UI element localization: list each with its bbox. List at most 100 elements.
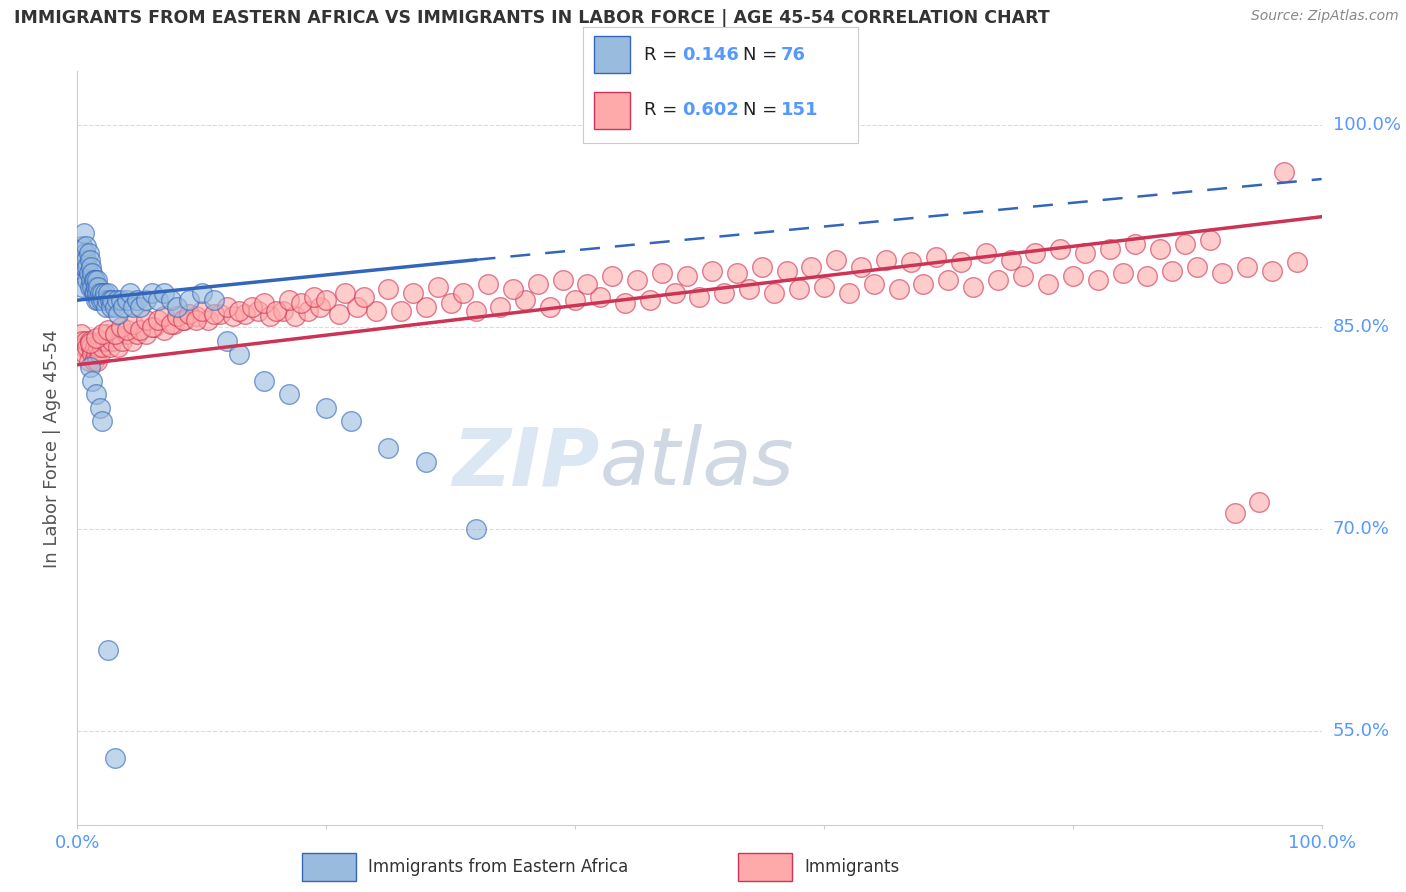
Point	[107, 307, 129, 321]
Point	[664, 286, 686, 301]
Point	[115, 323, 138, 337]
Point	[73, 347, 96, 361]
Point	[76, 340, 98, 354]
Point	[101, 293, 124, 308]
Point	[93, 334, 115, 348]
Point	[82, 266, 104, 280]
Point	[72, 252, 94, 267]
Point	[104, 326, 127, 341]
Point	[104, 326, 127, 341]
Point	[73, 246, 96, 260]
Point	[515, 293, 537, 308]
Point	[1024, 246, 1046, 260]
Point	[340, 414, 363, 428]
Point	[1285, 255, 1308, 269]
Point	[290, 296, 312, 310]
Point	[900, 255, 922, 269]
Point	[440, 296, 463, 310]
Point	[101, 334, 124, 348]
Point	[551, 273, 574, 287]
Point	[464, 304, 486, 318]
Point	[125, 293, 148, 308]
Text: 76: 76	[780, 45, 806, 63]
Point	[353, 291, 375, 305]
Point	[277, 387, 299, 401]
Point	[1136, 268, 1159, 283]
Point	[1174, 236, 1197, 251]
Point	[1249, 495, 1271, 509]
Point	[86, 353, 108, 368]
Point	[112, 300, 135, 314]
Point	[153, 310, 176, 324]
Point	[464, 522, 486, 536]
Point	[800, 260, 823, 274]
Point	[191, 304, 214, 318]
Point	[75, 239, 97, 253]
Point	[110, 293, 132, 308]
Point	[333, 286, 356, 301]
Point	[838, 286, 860, 301]
Point	[163, 318, 186, 332]
Point	[564, 293, 586, 308]
Text: 151: 151	[780, 102, 818, 120]
Point	[118, 286, 141, 301]
Point	[700, 263, 723, 277]
Point	[1211, 266, 1233, 280]
Point	[364, 304, 387, 318]
Point	[79, 252, 101, 267]
Point	[80, 340, 103, 354]
Point	[110, 320, 132, 334]
Point	[166, 310, 188, 324]
Point	[215, 300, 238, 314]
Point	[602, 268, 624, 283]
Point	[72, 279, 94, 293]
Point	[172, 313, 194, 327]
Point	[1198, 233, 1220, 247]
Point	[240, 300, 263, 314]
Point	[1123, 236, 1146, 251]
Point	[315, 293, 337, 308]
Point	[75, 252, 97, 267]
Point	[862, 277, 884, 291]
Point	[87, 279, 110, 293]
Point	[84, 293, 107, 308]
Point	[751, 260, 773, 274]
Point	[713, 286, 735, 301]
Point	[166, 300, 188, 314]
Point	[84, 347, 107, 361]
Point	[87, 293, 110, 308]
Point	[87, 340, 110, 354]
Point	[80, 260, 103, 274]
Point	[259, 310, 281, 324]
Point	[202, 307, 225, 321]
Point	[184, 310, 207, 324]
Point	[72, 334, 94, 348]
Point	[77, 266, 100, 280]
Point	[89, 401, 111, 415]
Point	[79, 360, 101, 375]
Point	[84, 279, 107, 293]
Point	[86, 286, 108, 301]
Point	[83, 353, 105, 368]
Point	[104, 751, 127, 765]
Point	[1062, 268, 1084, 283]
Point	[96, 326, 118, 341]
Point	[97, 286, 120, 301]
Text: 85.0%: 85.0%	[1333, 318, 1389, 336]
Point	[215, 334, 238, 348]
Point	[297, 304, 319, 318]
Point	[689, 291, 711, 305]
Point	[93, 286, 115, 301]
Text: 70.0%: 70.0%	[1333, 520, 1389, 538]
Point	[122, 318, 145, 332]
Point	[72, 260, 94, 274]
Point	[925, 250, 948, 264]
Point	[191, 286, 214, 301]
Text: Immigrants: Immigrants	[804, 858, 900, 876]
Point	[974, 246, 997, 260]
Point	[1012, 268, 1035, 283]
Point	[1261, 263, 1284, 277]
Text: ZIP: ZIP	[453, 425, 600, 502]
Point	[949, 255, 972, 269]
Point	[153, 286, 176, 301]
